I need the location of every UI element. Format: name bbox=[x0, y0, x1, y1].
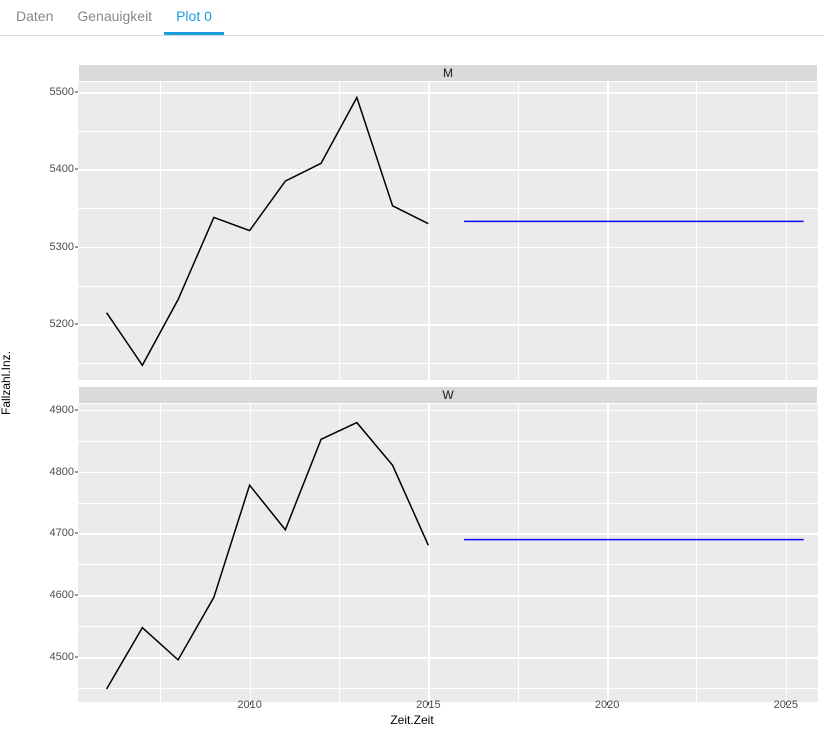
y-tick-label: 4800 bbox=[44, 466, 74, 478]
facet-M: M bbox=[78, 64, 818, 380]
y-axis-label: Fallzahl.Inz. bbox=[0, 350, 13, 414]
x-tick-label: 2015 bbox=[416, 699, 440, 711]
y-tick-label: 5200 bbox=[44, 318, 74, 330]
y-tick-label: 4600 bbox=[44, 589, 74, 601]
tab-genauigkeit[interactable]: Genauigkeit bbox=[65, 0, 164, 35]
data-line bbox=[107, 423, 429, 689]
panel bbox=[78, 82, 818, 380]
tabs-bar: Daten Genauigkeit Plot 0 bbox=[0, 0, 824, 36]
y-tick-label: 4700 bbox=[44, 527, 74, 539]
facet-strip: W bbox=[78, 386, 818, 404]
facet-strip: M bbox=[78, 64, 818, 82]
y-tick-label: 4500 bbox=[44, 651, 74, 663]
tab-plot-0[interactable]: Plot 0 bbox=[164, 0, 224, 35]
panel bbox=[78, 404, 818, 702]
plot-area: Fallzahl.Inz. Zeit.Zeit M W 5200 5300 5400 5… bbox=[0, 36, 824, 729]
series-svg bbox=[78, 82, 818, 380]
y-tick-label: 5400 bbox=[44, 163, 74, 175]
y-tick-label: 5300 bbox=[44, 241, 74, 253]
data-line bbox=[107, 97, 429, 365]
facet-W: W bbox=[78, 386, 818, 702]
series-svg bbox=[78, 404, 818, 702]
y-tick-label: 4900 bbox=[44, 404, 74, 416]
x-tick-label: 2025 bbox=[774, 699, 798, 711]
x-axis-label: Zeit.Zeit bbox=[390, 713, 433, 727]
x-tick-label: 2020 bbox=[595, 699, 619, 711]
x-tick-label: 2010 bbox=[237, 699, 261, 711]
tab-daten[interactable]: Daten bbox=[4, 0, 65, 35]
y-tick-label: 5500 bbox=[44, 86, 74, 98]
